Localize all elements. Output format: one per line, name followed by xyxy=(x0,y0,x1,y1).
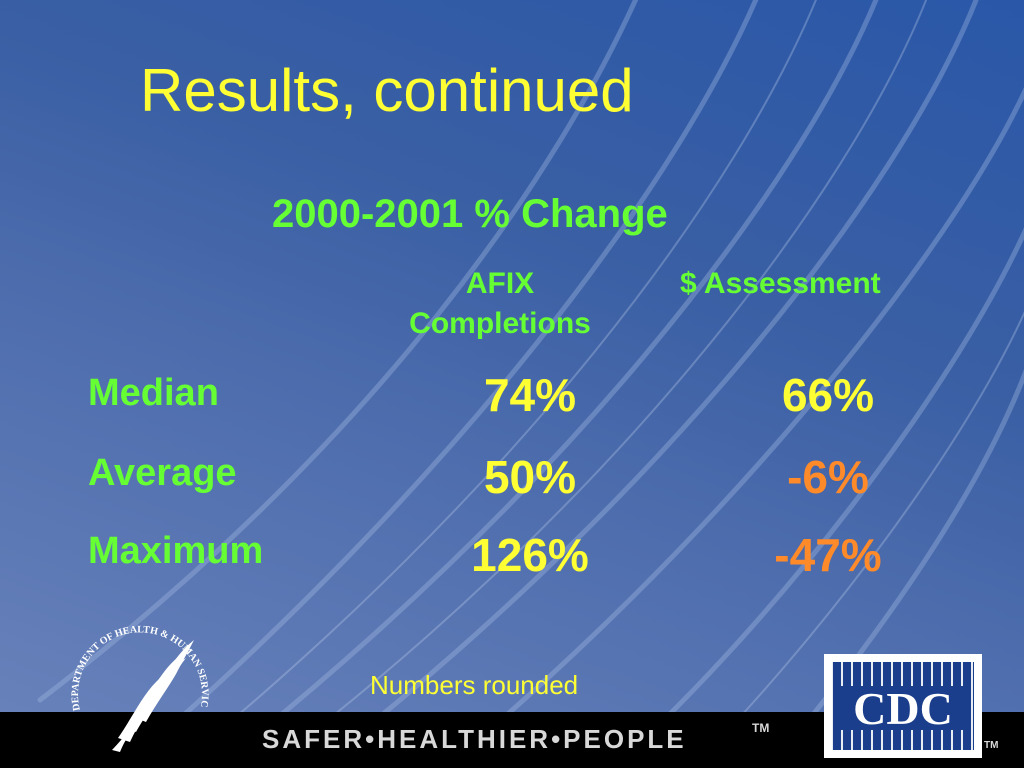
row-label-maximum: Maximum xyxy=(88,530,264,572)
value-maximum-assessment: -47% xyxy=(774,529,882,581)
cdc-trademark: TM xyxy=(984,740,999,751)
cdc-logo-text: CDC xyxy=(853,683,953,734)
cdc-logo-icon: CDC xyxy=(824,654,982,758)
value-maximum-afix: 126% xyxy=(471,529,589,581)
column-header-assessment: $ Assessment xyxy=(680,267,881,300)
row-label-average: Average xyxy=(88,452,237,494)
column-header-afix: AFIX Completions xyxy=(409,267,591,340)
value-median-afix: 74% xyxy=(483,369,577,421)
footer-tagline: SAFER•HEALTHIER•PEOPLE xyxy=(262,724,687,754)
value-average-assessment: -6% xyxy=(787,451,869,503)
value-average-afix: 50% xyxy=(483,451,577,503)
footnote: Numbers rounded xyxy=(370,670,579,700)
slide-title: Results, continued xyxy=(140,57,634,124)
row-label-median: Median xyxy=(88,372,219,414)
hhs-seal-icon: DEPARTMENT OF HEALTH & HUMAN SERVICES·US… xyxy=(60,600,210,752)
svg-text:DEPARTMENT OF HEALTH & HUMAN S: DEPARTMENT OF HEALTH & HUMAN SERVICES·US… xyxy=(60,600,210,712)
slide-subtitle: 2000-2001 % Change xyxy=(272,192,668,236)
cdc-logo-graphic: CDC xyxy=(832,662,973,750)
value-median-assessment: 66% xyxy=(781,369,875,421)
tagline-trademark: TM xyxy=(752,721,770,735)
hhs-seal-text: DEPARTMENT OF HEALTH & HUMAN SERVICES·US… xyxy=(60,600,210,712)
